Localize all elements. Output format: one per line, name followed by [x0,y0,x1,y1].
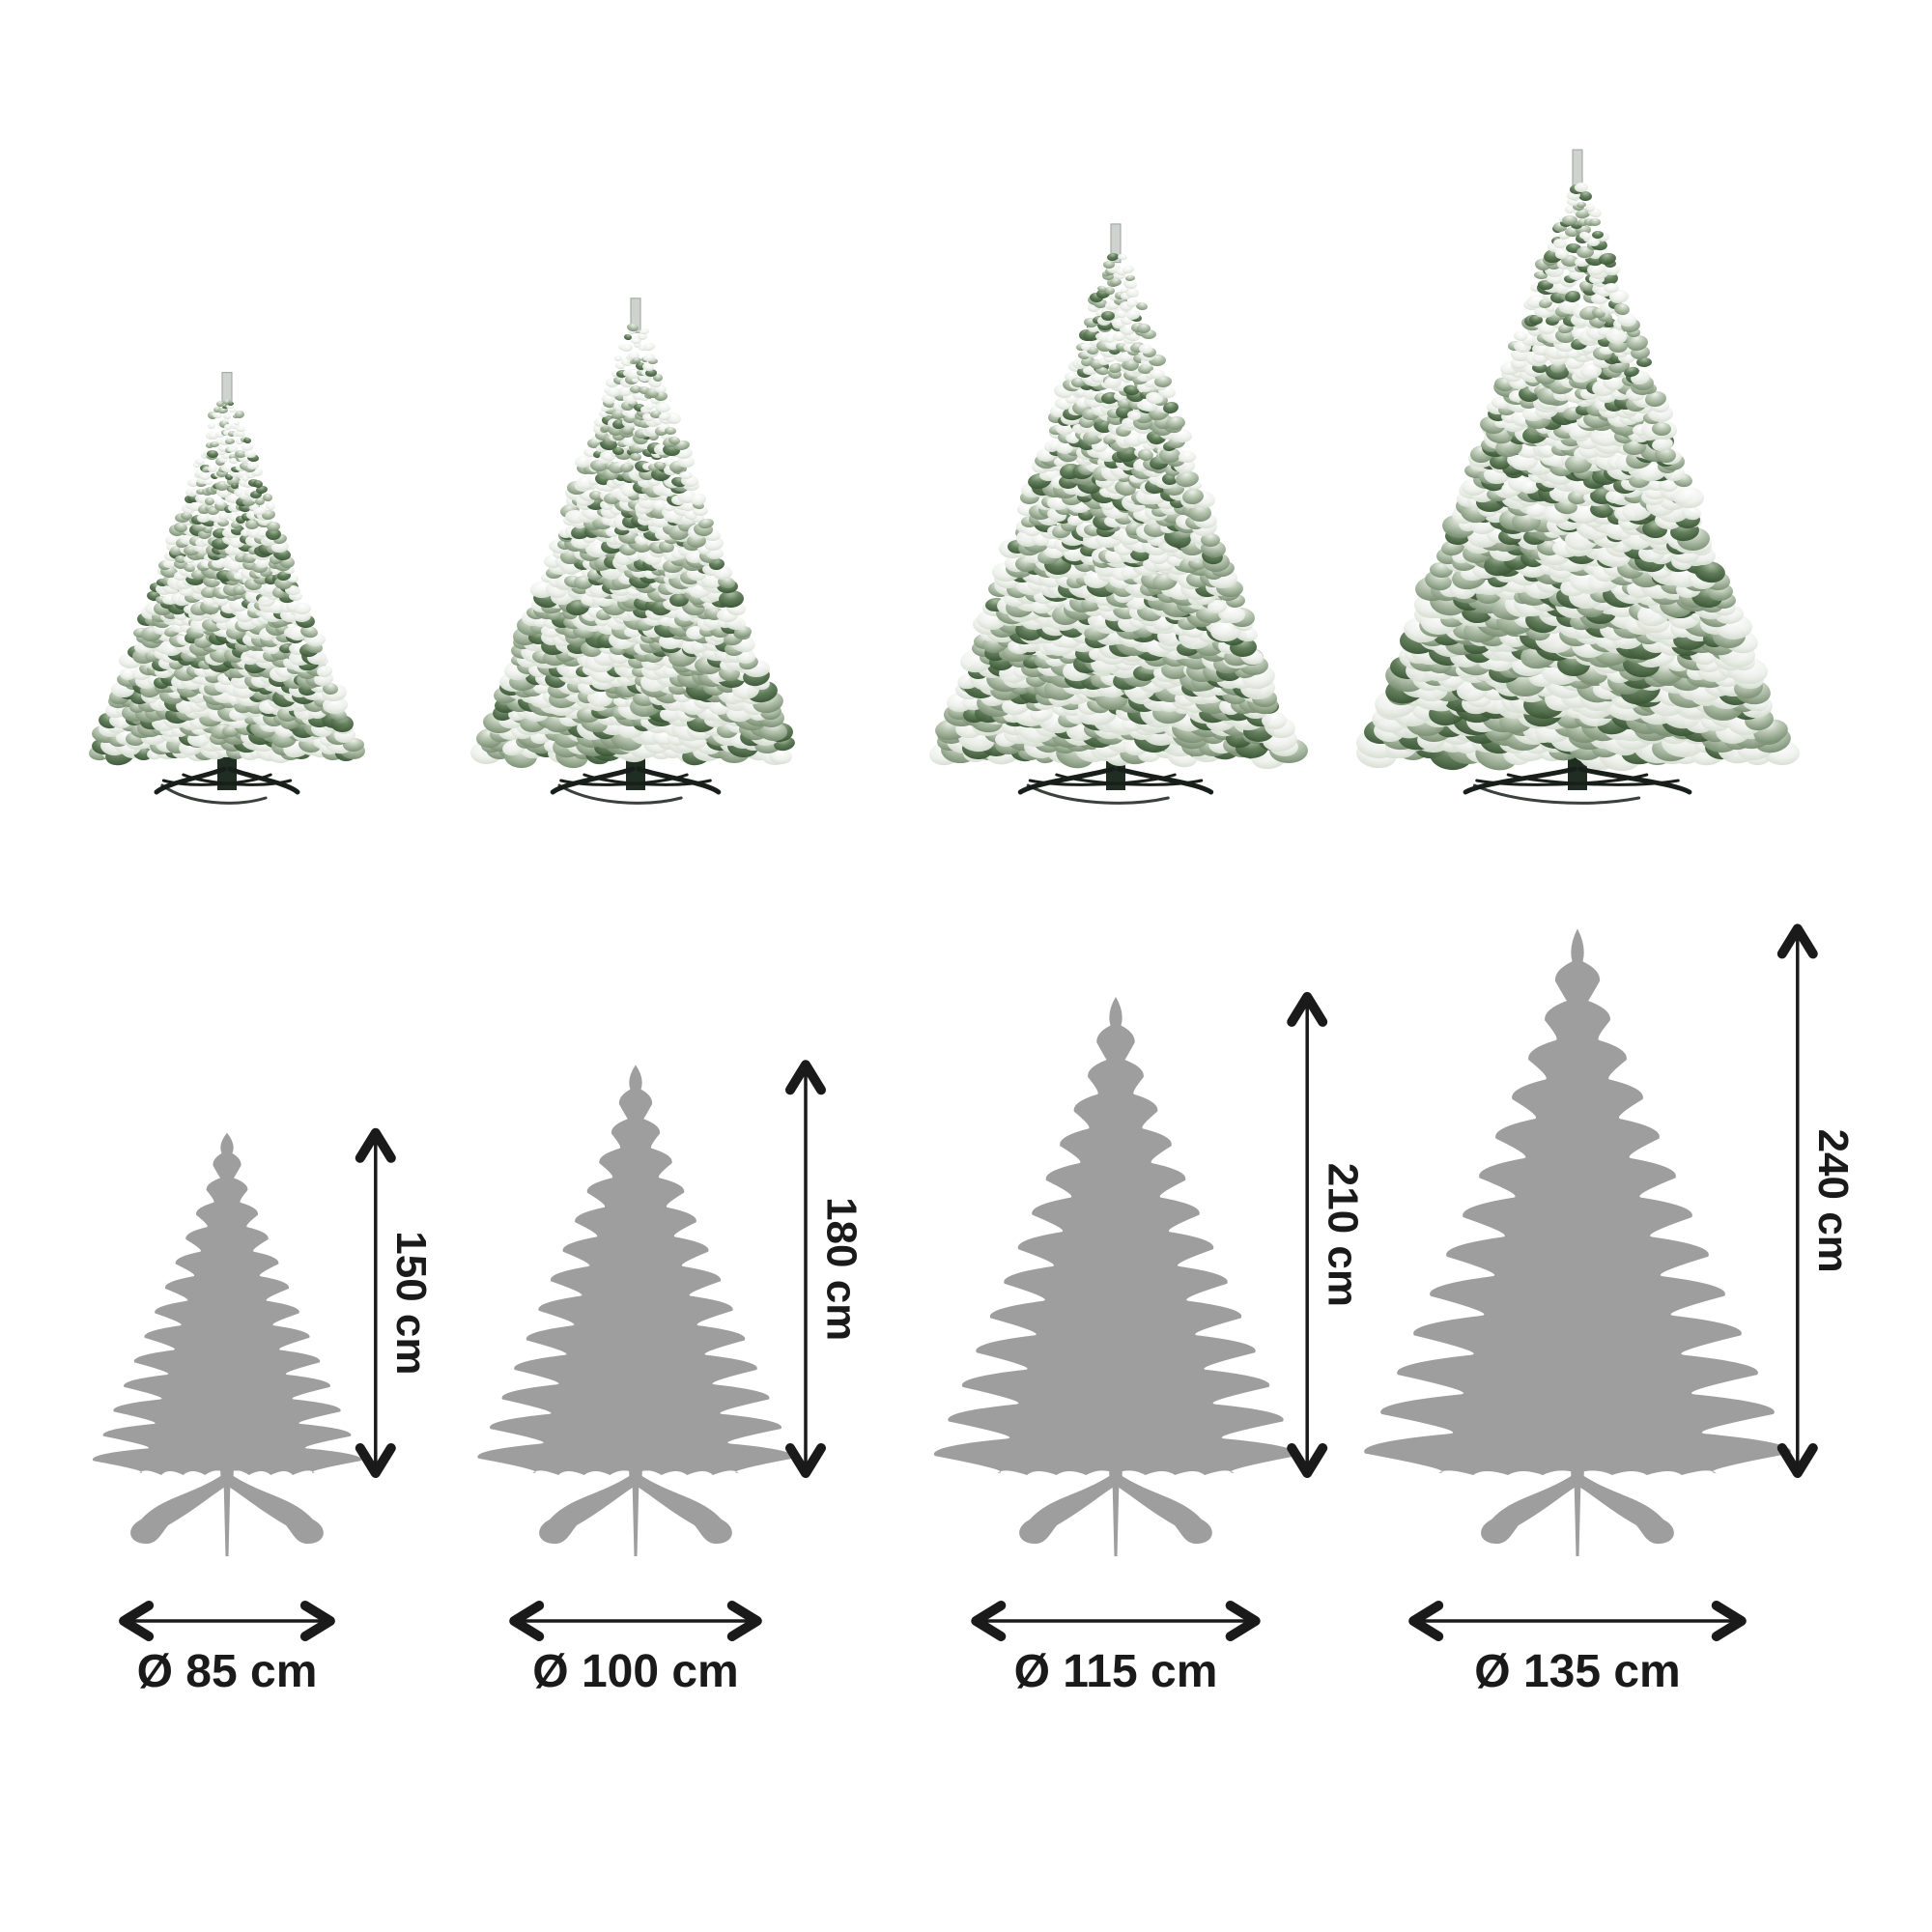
svg-text:210 cm: 210 cm [1320,1163,1367,1307]
svg-text:Ø 115 cm: Ø 115 cm [1014,1646,1218,1697]
svg-text:Ø 135 cm: Ø 135 cm [1474,1646,1680,1697]
svg-text:Ø 100 cm: Ø 100 cm [532,1646,738,1697]
svg-text:Ø 85 cm: Ø 85 cm [137,1646,318,1697]
svg-text:180 cm: 180 cm [817,1197,865,1341]
svg-text:150 cm: 150 cm [387,1231,435,1375]
svg-text:240 cm: 240 cm [1809,1129,1857,1273]
